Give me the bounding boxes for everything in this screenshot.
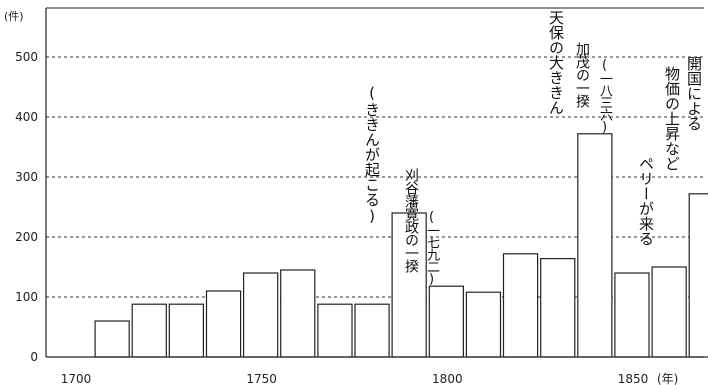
bar-1725 xyxy=(168,303,205,358)
x-tick-labels: 1700 1750 1800 1850 xyxy=(61,372,649,385)
annotation-famine-occurs: (ききんが起こる) xyxy=(363,84,381,225)
bar-1715 xyxy=(131,303,167,358)
annotation-opening-ports: 開国による xyxy=(685,56,703,131)
bar-1825 xyxy=(540,258,576,358)
bar-1835 xyxy=(577,133,613,358)
bar-1785 xyxy=(391,212,427,358)
y-axis-unit: (件) xyxy=(4,10,24,23)
annotation-price-rise: 物価の上昇など xyxy=(663,66,681,171)
x-tick-1850: 1850 xyxy=(618,372,649,385)
axes-group xyxy=(45,7,704,358)
x-tick-1750: 1750 xyxy=(246,372,277,385)
annotation-kariya-uprising: 刈谷藩寛政の一揆 xyxy=(403,168,419,272)
annotation-year-1836: (一八三六) xyxy=(597,58,612,134)
bar-1775 xyxy=(354,303,390,358)
bar-1755 xyxy=(280,269,316,358)
x-tick-1700: 1700 xyxy=(61,372,92,385)
annotation-tenpo-famine: 天保の大ききん xyxy=(547,10,565,115)
bar-1805 xyxy=(465,291,502,358)
x-tick-1800: 1800 xyxy=(432,372,463,385)
bar-1865 xyxy=(688,193,708,358)
y-tick-0: 0 xyxy=(30,350,38,364)
bar-1745 xyxy=(243,272,279,358)
x-axis-unit: (年) xyxy=(657,372,678,385)
bar-1845 xyxy=(614,272,650,358)
bar-1855 xyxy=(651,266,687,358)
bar-1765 xyxy=(317,303,353,358)
annotation-year-1792: (一七九二) xyxy=(424,210,439,286)
annotation-perry-arrives: ペリーが来る xyxy=(637,156,655,246)
y-tick-400: 400 xyxy=(15,110,38,124)
bar-1815 xyxy=(502,253,539,358)
bar-1735 xyxy=(205,290,242,358)
y-tick-300: 300 xyxy=(15,170,38,184)
y-tick-200: 200 xyxy=(15,230,38,244)
annotation-kamo-uprising: 加茂の一揆 xyxy=(574,42,590,107)
bar-1705 xyxy=(94,320,130,358)
y-tick-500: 500 xyxy=(15,50,38,64)
y-tick-labels: 0 100 200 300 400 500 xyxy=(15,50,38,364)
y-tick-100: 100 xyxy=(15,290,38,304)
bar-1795 xyxy=(428,285,464,358)
bars-group xyxy=(94,133,708,358)
